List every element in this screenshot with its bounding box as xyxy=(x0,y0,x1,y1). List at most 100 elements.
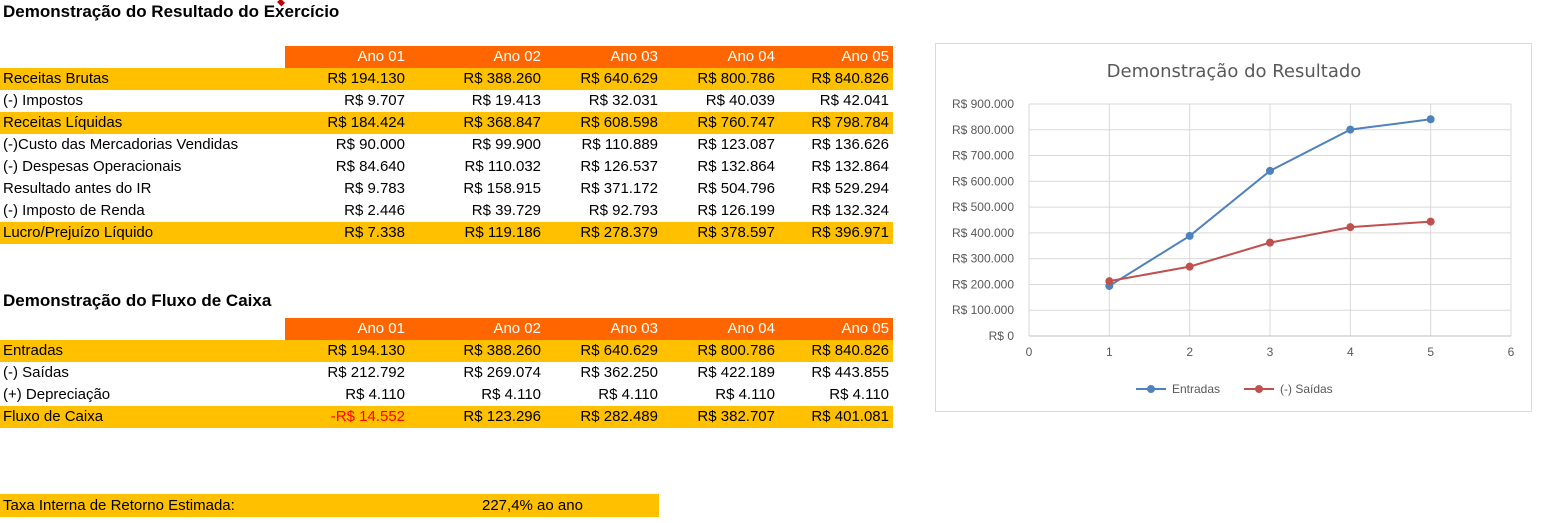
dfc-cell[interactable]: R$ 4.110 xyxy=(829,386,889,403)
dre-cell[interactable]: R$ 9.707 xyxy=(344,92,405,109)
dfc-cell[interactable]: R$ 422.189 xyxy=(697,364,775,381)
dre-cell[interactable]: R$ 608.598 xyxy=(580,114,658,131)
dre-cell[interactable]: R$ 126.199 xyxy=(697,202,775,219)
dfc-cell[interactable]: R$ 194.130 xyxy=(327,342,405,359)
y-tick-label: R$ 700.000 xyxy=(952,149,1014,163)
dre-row: (-) Despesas Operacionais R$ 84.640 R$ 110… xyxy=(0,156,893,178)
tir-value[interactable]: 227,4% ao ano xyxy=(482,497,583,514)
dre-cell[interactable]: R$ 2.446 xyxy=(344,202,405,219)
dfc-cell[interactable]: R$ 640.629 xyxy=(580,342,658,359)
dre-cell[interactable]: R$ 396.971 xyxy=(811,224,889,241)
dre-cell[interactable]: R$ 132.324 xyxy=(811,202,889,219)
dre-row-label[interactable]: (-) Imposto de Renda xyxy=(3,202,145,219)
dfc-cell[interactable]: R$ 4.110 xyxy=(481,386,541,403)
dre-cell[interactable]: R$ 90.000 xyxy=(335,136,405,153)
dre-cell[interactable]: R$ 92.793 xyxy=(588,202,658,219)
dre-cell[interactable]: R$ 123.087 xyxy=(697,136,775,153)
dfc-cell[interactable]: R$ 269.074 xyxy=(463,364,541,381)
tir-label[interactable]: Taxa Interna de Retorno Estimada: xyxy=(3,497,235,514)
dfc-cell[interactable]: R$ 388.260 xyxy=(463,342,541,359)
dfc-cell[interactable]: R$ 443.855 xyxy=(811,364,889,381)
dfc-cell[interactable]: R$ 4.110 xyxy=(345,386,405,403)
dre-cell[interactable]: R$ 40.039 xyxy=(705,92,775,109)
dre-cell[interactable]: R$ 640.629 xyxy=(580,70,658,87)
dfc-cell[interactable]: -R$ 14.552 xyxy=(330,408,405,425)
dfc-cell[interactable]: R$ 362.250 xyxy=(580,364,658,381)
dre-cell[interactable]: R$ 119.186 xyxy=(464,224,541,241)
dre-cell[interactable]: R$ 7.338 xyxy=(344,224,405,241)
dfc-row-label[interactable]: Entradas xyxy=(3,342,64,359)
dre-cell[interactable]: R$ 132.864 xyxy=(811,158,889,175)
dre-cell[interactable]: R$ 278.379 xyxy=(580,224,658,241)
dre-row-label[interactable]: (-) Despesas Operacionais xyxy=(3,158,182,175)
dre-cell[interactable]: R$ 194.130 xyxy=(327,70,405,87)
dre-header-ano05[interactable]: Ano 05 xyxy=(841,48,889,65)
dfc-row-label[interactable]: Fluxo de Caixa xyxy=(3,408,104,425)
dre-row-label[interactable]: Lucro/Prejuízo Líquido xyxy=(3,224,154,241)
dre-cell[interactable]: R$ 184.424 xyxy=(327,114,405,131)
legend-label: Entradas xyxy=(1172,382,1220,396)
dre-cell[interactable]: R$ 132.864 xyxy=(697,158,775,175)
dre-cell[interactable]: R$ 32.031 xyxy=(588,92,658,109)
dre-cell[interactable]: R$ 19.413 xyxy=(471,92,541,109)
dre-cell[interactable]: R$ 126.537 xyxy=(580,158,658,175)
dfc-header-ano05[interactable]: Ano 05 xyxy=(841,320,889,337)
dfc-cell[interactable]: R$ 282.489 xyxy=(580,408,658,425)
dre-cell[interactable]: R$ 840.826 xyxy=(811,70,889,87)
dfc-header-ano02[interactable]: Ano 02 xyxy=(493,320,541,337)
dfc-row: Entradas R$ 194.130 R$ 388.260 R$ 640.629 R$… xyxy=(0,340,893,362)
dre-row-label[interactable]: (-)Custo das Mercadorias Vendidas xyxy=(3,136,239,153)
dfc-cell[interactable]: R$ 123.296 xyxy=(463,408,541,425)
dre-cell[interactable]: R$ 99.900 xyxy=(471,136,541,153)
result-chart[interactable]: Demonstração do Resultado R$ 0 R$ 100.000 R… xyxy=(935,43,1532,412)
dre-header-ano03[interactable]: Ano 03 xyxy=(610,48,658,65)
dfc-cell[interactable]: R$ 401.081 xyxy=(811,408,889,425)
dre-row: Receitas Líquidas R$ 184.424 R$ 368.847 R$ … xyxy=(0,112,893,134)
dre-cell[interactable]: R$ 110.032 xyxy=(464,158,541,175)
dre-row-label[interactable]: Resultado antes do IR xyxy=(3,180,152,197)
y-tick-label: R$ 300.000 xyxy=(952,252,1014,266)
dfc-row-label[interactable]: (-) Saídas xyxy=(3,364,69,381)
dre-cell[interactable]: R$ 84.640 xyxy=(335,158,405,175)
dfc-cell[interactable]: R$ 4.110 xyxy=(715,386,775,403)
dre-cell[interactable]: R$ 110.889 xyxy=(581,136,658,153)
dre-header-ano02[interactable]: Ano 02 xyxy=(493,48,541,65)
y-tick-label: R$ 0 xyxy=(989,329,1015,343)
dre-row-label[interactable]: Receitas Líquidas xyxy=(3,114,123,131)
dre-cell[interactable]: R$ 760.747 xyxy=(697,114,775,131)
dre-cell[interactable]: R$ 39.729 xyxy=(471,202,541,219)
dre-cell[interactable]: R$ 158.915 xyxy=(463,180,541,197)
dfc-row-label[interactable]: (+) Depreciação xyxy=(3,386,111,403)
dfc-cell[interactable]: R$ 4.110 xyxy=(598,386,658,403)
dfc-cell[interactable]: R$ 840.826 xyxy=(811,342,889,359)
dfc-header-ano03[interactable]: Ano 03 xyxy=(610,320,658,337)
dre-cell[interactable]: R$ 378.597 xyxy=(697,224,775,241)
dfc-cell[interactable]: R$ 382.707 xyxy=(697,408,775,425)
dre-cell[interactable]: R$ 504.796 xyxy=(697,180,775,197)
y-tick-label: R$ 200.000 xyxy=(952,277,1014,291)
dfc-header-ano04[interactable]: Ano 04 xyxy=(727,320,775,337)
dre-cell[interactable]: R$ 800.786 xyxy=(697,70,775,87)
dre-cell[interactable]: R$ 388.260 xyxy=(463,70,541,87)
dre-row: Lucro/Prejuízo Líquido R$ 7.338 R$ 119.186… xyxy=(0,222,893,244)
dfc-header-ano01[interactable]: Ano 01 xyxy=(357,320,405,337)
dre-cell[interactable]: R$ 42.041 xyxy=(819,92,889,109)
dfc-cell[interactable]: R$ 800.786 xyxy=(697,342,775,359)
dre-cell[interactable]: R$ 371.172 xyxy=(580,180,658,197)
dre-cell[interactable]: R$ 529.294 xyxy=(811,180,889,197)
dre-cell[interactable]: R$ 368.847 xyxy=(463,114,541,131)
dfc-cell[interactable]: R$ 212.792 xyxy=(327,364,405,381)
data-point xyxy=(1266,166,1274,175)
legend-marker xyxy=(1147,385,1155,393)
dre-cell[interactable]: R$ 798.784 xyxy=(811,114,889,131)
dre-header-ano04[interactable]: Ano 04 xyxy=(727,48,775,65)
data-point xyxy=(1266,238,1274,247)
dre-row-label[interactable]: Receitas Brutas xyxy=(3,70,109,87)
dfc-title: Demonstração do Fluxo de Caixa xyxy=(3,291,272,310)
data-point xyxy=(1426,115,1435,124)
x-tick-label: 5 xyxy=(1427,345,1434,359)
dre-header-ano01[interactable]: Ano 01 xyxy=(357,48,405,65)
dre-row-label[interactable]: (-) Impostos xyxy=(3,92,84,109)
dre-cell[interactable]: R$ 136.626 xyxy=(811,136,889,153)
dre-cell[interactable]: R$ 9.783 xyxy=(344,180,405,197)
